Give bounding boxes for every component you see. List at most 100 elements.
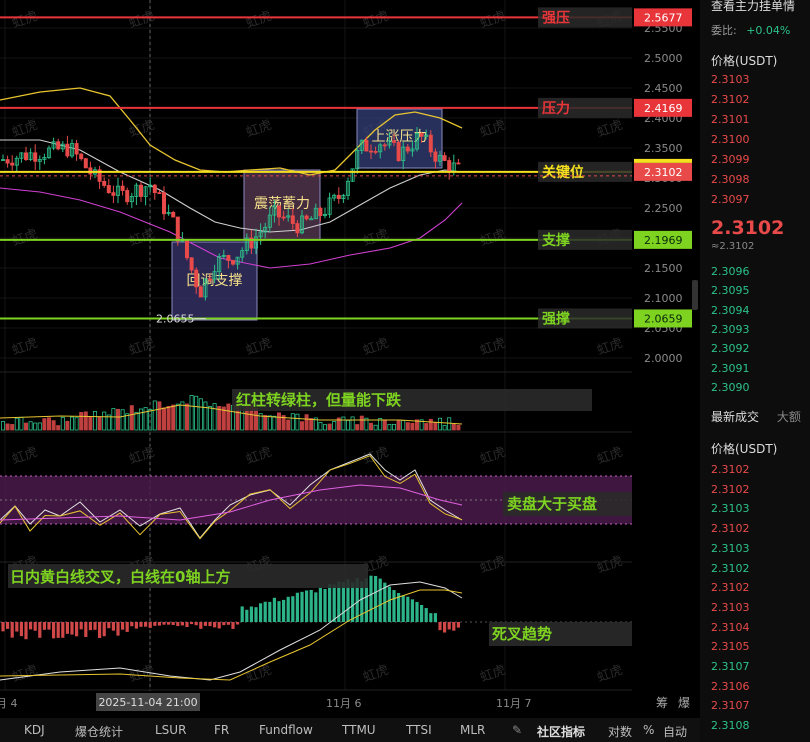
volume-bar — [184, 403, 189, 431]
candle-body — [391, 140, 396, 143]
candle-body — [217, 256, 222, 273]
trade-price: 2.3107 — [711, 660, 750, 673]
candle-body — [442, 155, 447, 161]
volume-bar — [276, 412, 281, 431]
macd-bar — [38, 622, 42, 638]
macd-bar — [144, 622, 148, 627]
bid-price: 2.3090 — [711, 380, 750, 394]
macd-bar — [213, 622, 217, 628]
volume-bar — [212, 403, 217, 431]
volume-bar — [442, 425, 447, 431]
bid-price: 2.3094 — [711, 303, 750, 317]
candle-body — [56, 141, 61, 150]
axis-level-tag — [634, 98, 692, 117]
chips-toggle[interactable]: 筹 — [656, 696, 668, 710]
macd-bar — [387, 586, 391, 622]
panel-drag-handle[interactable] — [692, 280, 698, 310]
toggle-log[interactable]: 对数 — [608, 725, 633, 739]
level-label-bg — [538, 97, 632, 118]
candle-body — [83, 158, 88, 169]
tab-mlr[interactable]: MLR — [460, 723, 486, 737]
candle-body — [373, 151, 378, 153]
macd-bar — [305, 590, 309, 622]
candle-body — [138, 184, 143, 197]
volume-bar — [332, 421, 337, 431]
trades-tabs: 最新成交 大额 — [711, 408, 801, 425]
macd-bar — [240, 606, 244, 622]
macd-bar — [420, 604, 424, 622]
macd-bar — [42, 622, 46, 630]
macd-bar — [107, 622, 111, 629]
price-tick-label: 2.4500 — [644, 82, 683, 95]
volume-bar — [322, 424, 327, 431]
macd-bar — [282, 599, 286, 622]
macd-bar — [98, 622, 102, 638]
volume-bar — [341, 416, 346, 431]
candle-body — [401, 146, 406, 162]
macd-bar — [286, 596, 290, 622]
macd-bar — [70, 622, 74, 635]
macd-bar — [185, 622, 189, 628]
tab-large-trades[interactable]: 大额 — [776, 410, 801, 424]
tab-fr[interactable]: FR — [214, 723, 230, 737]
candle-body — [120, 185, 125, 191]
volume-bar — [171, 404, 176, 431]
candle-body — [428, 134, 433, 153]
tab-ttsi[interactable]: TTSI — [406, 723, 432, 737]
candle-body — [253, 236, 258, 249]
macd-bar — [121, 622, 125, 630]
sidebar-title[interactable]: 查看主力挂单情 — [711, 0, 796, 13]
candle-body — [51, 141, 56, 149]
macd-bar — [443, 622, 447, 633]
candle-body — [382, 144, 387, 147]
macd-bar — [6, 622, 10, 629]
tab-liquidation[interactable]: 爆仓统计 — [75, 725, 124, 739]
candle-body — [166, 211, 171, 215]
macd-bar — [410, 599, 414, 622]
price-tick-label: 2.1000 — [644, 292, 683, 305]
volume-bar — [83, 411, 88, 431]
tab-lsur[interactable]: LSUR — [155, 723, 187, 737]
macd-bar — [415, 601, 419, 622]
volume-bar — [5, 423, 10, 431]
edit-icon[interactable]: ✎ — [512, 723, 523, 737]
candle-body — [134, 184, 139, 197]
candle-body — [10, 162, 15, 166]
candle-body — [364, 139, 369, 152]
macd-bar — [217, 622, 221, 629]
candle-body — [267, 214, 272, 228]
macd-bar — [401, 595, 405, 622]
tab-community[interactable]: 社区指标 — [537, 725, 586, 739]
volume-bar — [56, 425, 61, 431]
volume-bar — [313, 417, 318, 431]
macd-line — [0, 581, 463, 681]
macd-bar — [397, 592, 401, 622]
ask-price: 2.3102 — [711, 93, 750, 106]
volume-bar — [309, 418, 314, 431]
tab-kdj[interactable]: KDJ — [24, 723, 45, 737]
volume-bar — [198, 398, 203, 431]
level-label: 支撑 — [541, 232, 570, 249]
volume-bar — [327, 423, 332, 431]
macd-bar — [61, 622, 65, 638]
toggle-percent[interactable]: % — [643, 723, 655, 737]
tab-latest-trades[interactable]: 最新成交 — [711, 410, 760, 424]
volume-bar — [65, 420, 70, 431]
price-tick-label: 2.0000 — [644, 352, 683, 365]
candle-body — [28, 152, 33, 160]
macd-bar — [433, 613, 437, 622]
macd-bar — [236, 622, 240, 625]
toggle-auto[interactable]: 自动 — [663, 725, 688, 739]
candle-body — [33, 152, 38, 162]
volume-bar — [10, 424, 15, 431]
macd-bar — [10, 622, 14, 638]
tab-ttmu[interactable]: TTMU — [342, 723, 376, 737]
axis-level-tag — [634, 230, 692, 249]
tab-fundflow[interactable]: Fundflow — [259, 723, 313, 737]
macd-bar — [277, 601, 281, 622]
candle-body — [299, 215, 304, 234]
trade-price: 2.3102 — [711, 482, 750, 496]
macd-bar — [139, 622, 143, 627]
liquidation-toggle[interactable]: 爆 — [678, 696, 690, 710]
volume-bar — [33, 422, 38, 431]
